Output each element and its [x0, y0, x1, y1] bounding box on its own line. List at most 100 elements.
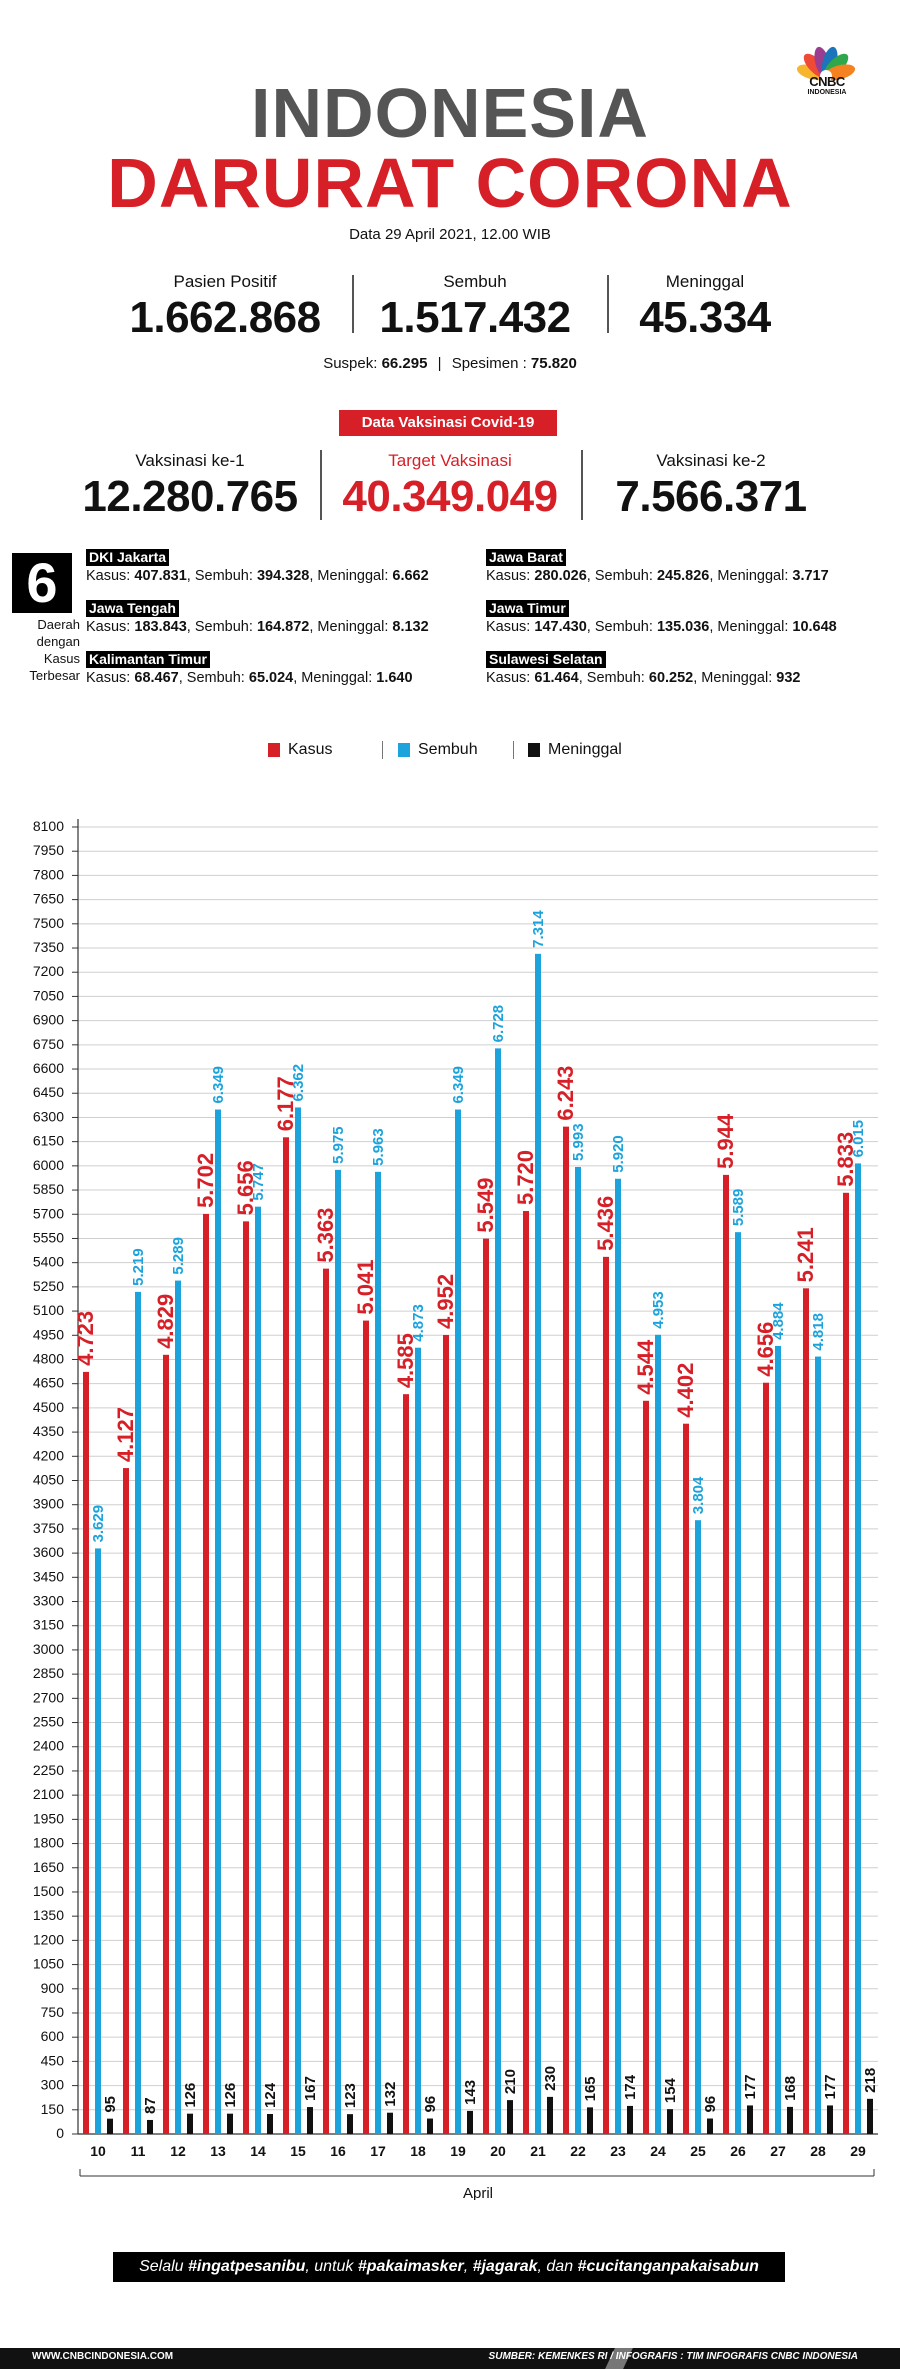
meninggal-bar: [307, 2107, 313, 2134]
meninggal-bar: [627, 2105, 633, 2134]
legend-meninggal-label: Meninggal: [548, 741, 622, 758]
y-tick-label: 4950: [33, 1326, 64, 1342]
sembuh-bar: [775, 1345, 781, 2134]
x-tick-label: 11: [131, 2143, 146, 2159]
kasus-value: 61.464: [534, 670, 579, 686]
y-tick-label: 6000: [33, 1157, 64, 1173]
slogan-text: Selalu: [139, 2258, 188, 2275]
y-tick-label: 150: [41, 2101, 65, 2117]
y-tick-label: 1800: [33, 1835, 64, 1851]
sembuh-bar: [415, 1347, 421, 2134]
kasus-label: Kasus:: [86, 670, 131, 686]
x-tick-label: 22: [570, 2143, 586, 2159]
sembuh-bar: [615, 1178, 621, 2134]
sembuh-label: Sembuh:: [594, 568, 653, 584]
y-tick-label: 0: [56, 2125, 64, 2141]
y-tick-label: 2250: [33, 1762, 64, 1778]
kasus-bar: [683, 1423, 689, 2134]
y-tick-label: 5700: [33, 1205, 64, 1221]
meninggal-bar: [507, 2100, 513, 2134]
kasus-data-label: 6.243: [553, 1066, 578, 1121]
kasus-value: 147.430: [534, 619, 587, 635]
meninggal-data-label: 165: [582, 2076, 599, 2101]
sembuh-bar: [375, 1171, 381, 2134]
kasus-bar: [443, 1334, 449, 2134]
y-tick-label: 3000: [33, 1641, 64, 1657]
x-tick-label: 26: [730, 2143, 746, 2159]
meninggal-data-label: 210: [502, 2069, 519, 2094]
kasus-data-label: 5.656: [233, 1160, 258, 1215]
kasus-label: Kasus:: [486, 568, 531, 584]
y-tick-label: 5400: [33, 1254, 64, 1270]
meninggal-bar: [427, 2118, 433, 2134]
sembuh-bar: [855, 1163, 861, 2134]
stat-meninggal-label: Meninggal: [665, 272, 745, 291]
slogan-text: ,: [463, 2258, 473, 2275]
legend-sembuh-swatch: [398, 743, 410, 757]
y-tick-label: 2550: [33, 1714, 64, 1730]
y-tick-label: 6150: [33, 1133, 64, 1149]
kasus-bar: [763, 1382, 769, 2134]
kasus-data-label: 5.833: [833, 1132, 858, 1187]
meninggal-bar: [187, 2113, 193, 2134]
y-tick-label: 750: [41, 2004, 65, 2020]
y-tick-label: 3900: [33, 1496, 64, 1512]
meninggal-bar: [347, 2114, 353, 2134]
region-stats: Kasus: 68.467, Sembuh: 65.024, Meninggal…: [86, 670, 413, 686]
meninggal-label: Meninggal:: [301, 670, 373, 686]
sembuh-label: Sembuh:: [194, 568, 253, 584]
sembuh-bar: [735, 1232, 741, 2134]
y-tick-label: 3150: [33, 1617, 64, 1633]
target-vaksinasi-value: 40.349.049: [342, 472, 558, 521]
kasus-bar: [283, 1137, 289, 2134]
region-jawa-barat: Jawa Barat Kasus: 280.026, Sembuh: 245.8…: [486, 549, 829, 586]
slogan-hashtag: #cucitanganpakaisabun: [577, 2258, 759, 2275]
kasus-bar: [643, 1400, 649, 2134]
kasus-value: 183.843: [134, 619, 187, 635]
kasus-data-label: 6.177: [273, 1076, 298, 1131]
sembuh-label: Sembuh:: [186, 670, 245, 686]
y-tick-label: 7950: [33, 842, 64, 858]
vaksinasi-1-value: 12.280.765: [82, 472, 298, 521]
kasus-data-label: 4.723: [73, 1311, 98, 1366]
meninggal-data-label: 143: [462, 2080, 479, 2105]
sembuh-data-label: 4.884: [770, 1302, 787, 1340]
x-tick-label: 10: [90, 2143, 106, 2159]
slogan-banner: Selalu #ingatpesanibu, untuk #pakaimaske…: [113, 2252, 785, 2282]
kasus-label: Kasus:: [86, 619, 131, 635]
vaksinasi-divider: [320, 450, 322, 520]
meninggal-label: Meninggal:: [701, 670, 773, 686]
x-tick-label: 23: [610, 2143, 626, 2159]
region-jawa-timur: Jawa Timur Kasus: 147.430, Sembuh: 135.0…: [486, 600, 837, 637]
kasus-bar: [83, 1371, 89, 2134]
sembuh-data-label: 6.015: [850, 1120, 867, 1158]
legend-meninggal-swatch: [528, 743, 540, 757]
sembuh-bar: [215, 1109, 221, 2134]
y-tick-label: 3750: [33, 1520, 64, 1536]
meninggal-bar: [227, 2113, 233, 2134]
meninggal-bar: [587, 2107, 593, 2134]
y-tick-label: 6750: [33, 1036, 64, 1052]
y-tick-label: 7350: [33, 939, 64, 955]
sembuh-data-label: 6.362: [290, 1064, 307, 1102]
y-tick-label: 5250: [33, 1278, 64, 1294]
kasus-data-label: 4.585: [393, 1333, 418, 1388]
meninggal-data-label: 126: [222, 2083, 239, 2108]
y-tick-label: 450: [41, 2052, 65, 2068]
sembuh-bar: [135, 1291, 141, 2134]
region-caption: Daerah dengan Kasus Terbesar: [10, 616, 80, 684]
y-tick-label: 6300: [33, 1108, 64, 1124]
y-tick-label: 7650: [33, 891, 64, 907]
sembuh-bar: [335, 1169, 341, 2134]
slogan-hashtag: #ingatpesanibu: [187, 2258, 306, 2275]
sembuh-value: 394.328: [256, 568, 310, 584]
kasus-data-label: 4.544: [633, 1339, 658, 1395]
sembuh-bar: [495, 1048, 501, 2134]
y-tick-label: 4350: [33, 1423, 64, 1439]
kasus-bar: [323, 1268, 329, 2134]
kasus-data-label: 5.702: [193, 1153, 218, 1208]
y-tick-label: 4050: [33, 1472, 64, 1488]
footer-source: SUMBER: KEMENKES RI / INFOGRAFIS : TIM I…: [488, 2351, 858, 2362]
stat-meninggal-value: 45.334: [639, 293, 771, 342]
meninggal-data-label: 96: [702, 2096, 719, 2113]
